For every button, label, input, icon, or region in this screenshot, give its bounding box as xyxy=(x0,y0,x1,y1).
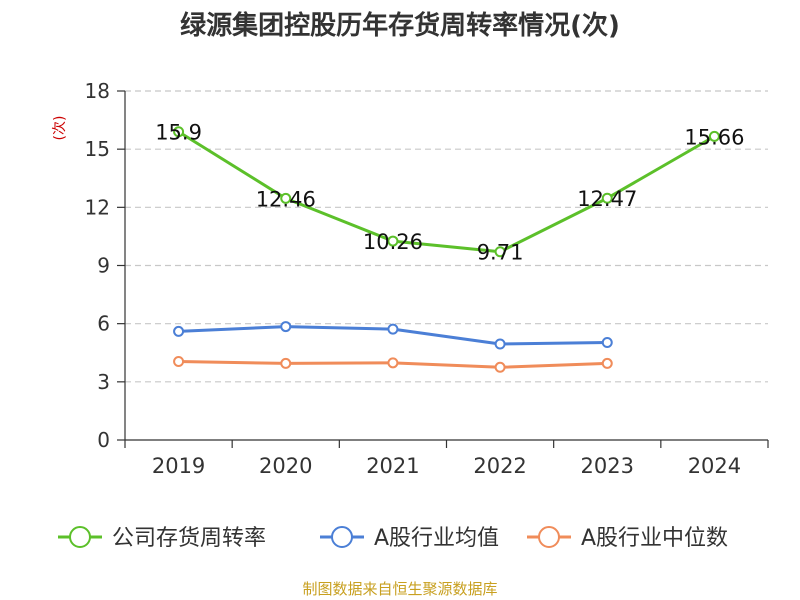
x-tick-label-2024: 2024 xyxy=(688,454,741,478)
data-label-0-5: 15.66 xyxy=(684,125,744,149)
y-tick-label-6: 6 xyxy=(97,312,110,336)
point-0-4 xyxy=(601,192,613,204)
legend-item-0: 公司存货周转率 xyxy=(58,526,266,551)
y-tick-label-18: 18 xyxy=(85,79,110,103)
legend-label-0: 公司存货周转率 xyxy=(112,526,266,551)
chart-title: 绿源集团控股历年存货周转率情况(次) xyxy=(180,10,620,41)
x-tick-label-2021: 2021 xyxy=(366,454,419,478)
point-1-0 xyxy=(173,325,185,337)
legend-label-1: A股行业均值 xyxy=(374,526,499,551)
point-2-2 xyxy=(387,357,399,369)
y-axis-label: (次) xyxy=(52,116,68,141)
series-line-0 xyxy=(177,130,716,254)
data-label-0-0: 15.9 xyxy=(155,121,202,145)
point-0-0 xyxy=(173,126,185,138)
y-tick-label-9: 9 xyxy=(97,254,110,278)
y-tick-label-3: 3 xyxy=(97,370,110,394)
legend-item-1: A股行业均值 xyxy=(320,526,499,551)
series-0 xyxy=(173,126,720,258)
point-0-3 xyxy=(494,246,506,258)
series-2 xyxy=(173,355,613,373)
legend: 公司存货周转率 A股行业均值 A股行业中位数 xyxy=(58,526,728,551)
point-1-2 xyxy=(387,323,399,335)
point-2-3 xyxy=(494,361,506,373)
legend-marker-0 xyxy=(69,526,91,548)
series-1 xyxy=(173,321,613,350)
legend-marker-2 xyxy=(538,526,560,548)
data-labels: 15.9 12.46 10.26 9.71 12.47 15.66 xyxy=(155,121,744,265)
data-label-0-1: 12.46 xyxy=(256,187,316,211)
point-2-0 xyxy=(173,355,185,367)
legend-marker-1 xyxy=(331,526,353,548)
y-axis-ticks: 0 3 6 9 12 15 18 xyxy=(85,79,110,452)
x-tick-label-2020: 2020 xyxy=(259,454,312,478)
point-1-4 xyxy=(601,336,613,348)
y-tick-label-12: 12 xyxy=(85,195,110,219)
legend-item-2: A股行业中位数 xyxy=(527,526,728,551)
point-0-1 xyxy=(280,192,292,204)
point-2-1 xyxy=(280,357,292,369)
y-tick-label-15: 15 xyxy=(85,137,110,161)
point-1-1 xyxy=(280,321,292,333)
x-tick-label-2023: 2023 xyxy=(581,454,634,478)
series-layer xyxy=(173,126,720,373)
y-tick-label-0: 0 xyxy=(97,428,110,452)
point-1-3 xyxy=(494,338,506,350)
legend-label-2: A股行业中位数 xyxy=(581,526,728,551)
data-label-0-2: 10.26 xyxy=(363,230,423,254)
x-axis-ticks: 2019 2020 2021 2022 2023 2024 xyxy=(152,454,741,478)
axes xyxy=(117,90,769,448)
point-0-2 xyxy=(387,235,399,247)
x-tick-label-2019: 2019 xyxy=(152,454,205,478)
point-0-5 xyxy=(708,130,720,142)
point-2-4 xyxy=(601,357,613,369)
data-label-0-4: 12.47 xyxy=(577,187,637,211)
source-note: 制图数据来自恒生聚源数据库 xyxy=(302,580,497,598)
data-label-0-3: 9.71 xyxy=(477,241,524,265)
grid-lines xyxy=(125,90,768,383)
x-tick-label-2022: 2022 xyxy=(473,454,526,478)
